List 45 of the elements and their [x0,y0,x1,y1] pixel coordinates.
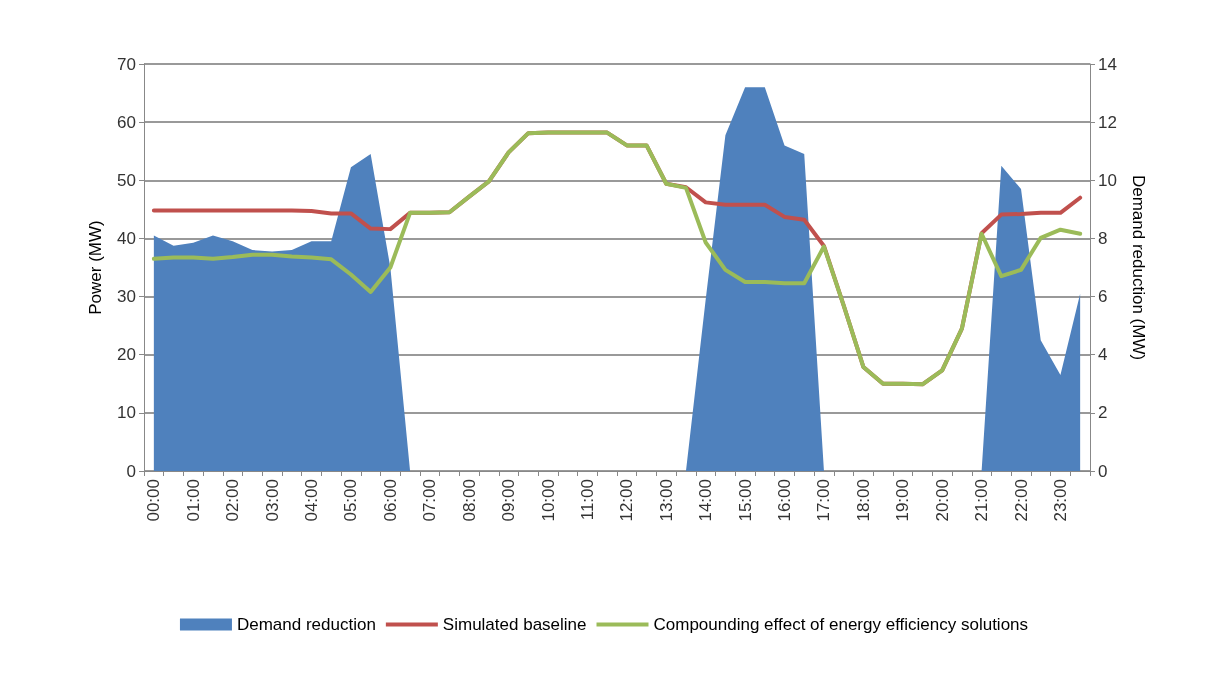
x-tick-label: 16:00 [775,479,795,522]
x-tick-label: 03:00 [262,479,282,522]
y2-tick-label: 0 [1098,461,1108,481]
y-tick-label: 40 [117,228,136,248]
y2-tick-label: 12 [1098,112,1117,132]
x-tick-label: 05:00 [341,479,361,522]
x-tick-label: 08:00 [459,479,479,522]
y2-tick-label: 14 [1098,54,1117,74]
x-tick-label: 21:00 [972,479,992,522]
y-tick-label: 20 [117,345,136,365]
x-tick-label: 00:00 [144,479,164,522]
x-tick-label: 23:00 [1050,479,1070,522]
y-tick-label: 30 [117,287,136,307]
y-axis-title: Power (MW) [86,220,105,315]
y-tick-label: 70 [117,54,136,74]
y-tick-label: 0 [126,461,136,481]
x-tick-label: 19:00 [893,479,913,522]
y-tick-label: 60 [117,112,136,132]
y2-tick-label: 8 [1098,228,1108,248]
y-tick-label: 10 [117,403,136,423]
y2-tick-label: 2 [1098,403,1108,423]
legend-label: Simulated baseline [442,615,587,634]
x-tick-label: 13:00 [656,479,676,522]
x-tick-label: 01:00 [183,479,203,522]
x-tick-label: 07:00 [420,479,440,522]
x-tick-label: 20:00 [932,479,952,522]
x-tick-label: 02:00 [223,479,243,522]
y2-axis-title: Demand reduction (MW) [1129,174,1148,361]
x-tick-label: 11:00 [577,479,597,521]
y2-tick-label: 10 [1098,170,1117,190]
x-tick-label: 04:00 [302,479,322,522]
legend-label: Demand reduction [236,615,376,634]
y2-tick-label: 4 [1098,345,1108,365]
x-tick-label: 10:00 [538,479,558,522]
x-tick-label: 18:00 [853,479,873,522]
legend-label: Compounding effect of energy efficiency solutions [653,615,1029,634]
x-tick-label: 17:00 [814,479,834,522]
y-tick-label: 50 [117,170,136,190]
y2-tick-label: 6 [1098,287,1108,307]
x-tick-label: 09:00 [499,479,519,522]
x-tick-label: 14:00 [696,479,716,522]
x-tick-label: 06:00 [380,479,400,522]
x-tick-label: 22:00 [1011,479,1031,522]
x-tick-label: 12:00 [617,479,637,522]
x-tick-label: 15:00 [735,479,755,522]
